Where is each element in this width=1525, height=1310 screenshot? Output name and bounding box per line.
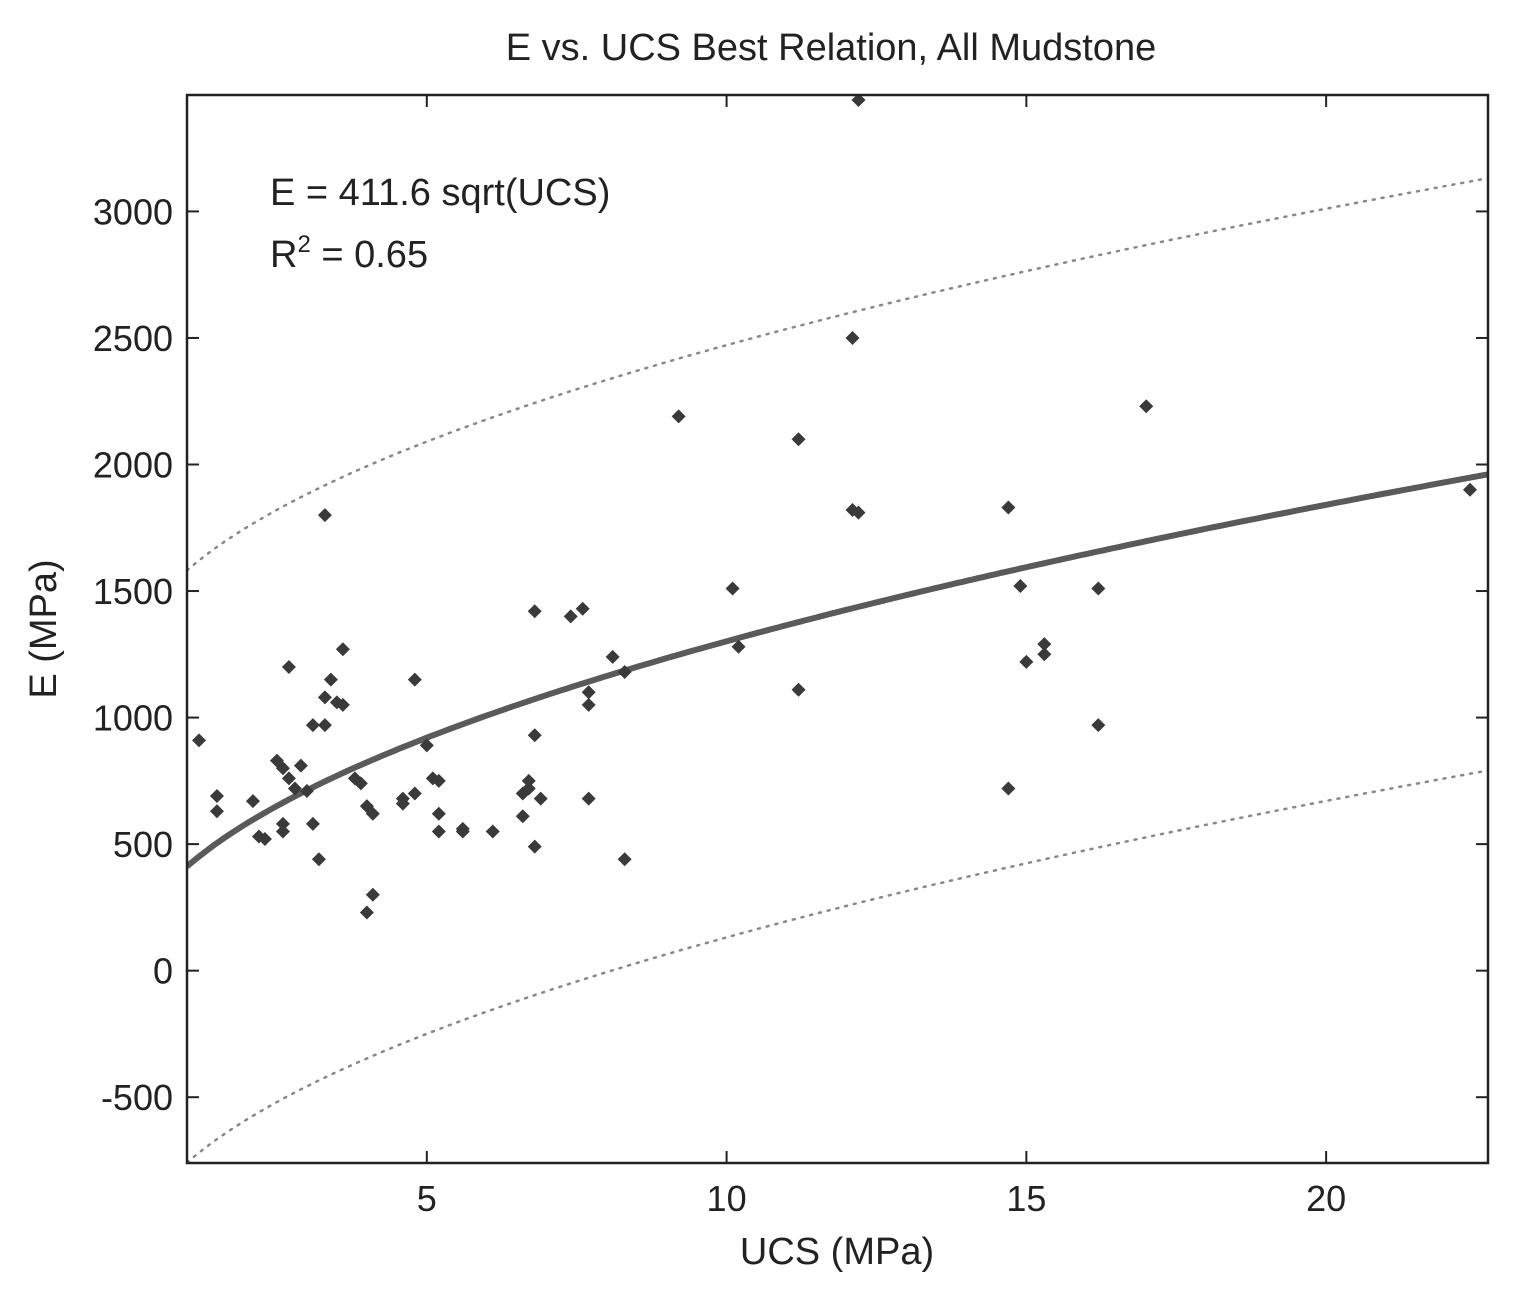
data-point xyxy=(527,728,542,743)
data-point xyxy=(485,824,500,839)
data-point xyxy=(851,505,866,520)
data-point xyxy=(1037,637,1052,652)
data-point xyxy=(521,773,536,788)
data-point xyxy=(365,806,380,821)
data-point xyxy=(455,824,470,839)
data-point xyxy=(605,649,620,664)
data-point xyxy=(275,824,290,839)
data-point xyxy=(317,718,332,733)
r-squared-value: = 0.65 xyxy=(311,234,428,276)
data-point xyxy=(359,905,374,920)
fit-curve xyxy=(187,471,1488,869)
data-point xyxy=(563,609,578,624)
x-axis-label: UCS (MPa) xyxy=(740,1231,934,1273)
data-point xyxy=(287,781,302,796)
data-point xyxy=(731,639,746,654)
axis-ticks: 5 10 15 20 -500 0 500 1000 1500 2000 2500 3000 xyxy=(93,95,1488,1219)
data-point xyxy=(335,642,350,657)
data-point xyxy=(407,786,422,801)
data-point xyxy=(575,601,590,616)
data-point xyxy=(317,508,332,523)
data-point xyxy=(725,581,740,596)
data-point xyxy=(299,783,314,798)
y-tick-label: 0 xyxy=(153,951,173,992)
data-point xyxy=(617,665,632,680)
data-point xyxy=(281,771,296,786)
data-point xyxy=(407,672,422,687)
data-point xyxy=(419,738,434,753)
data-point xyxy=(431,773,446,788)
y-tick-label: 500 xyxy=(113,824,173,865)
data-point xyxy=(1001,500,1016,515)
data-point xyxy=(1139,399,1154,414)
data-point xyxy=(365,887,380,902)
y-tick-label: 1500 xyxy=(93,571,173,612)
data-point xyxy=(1463,482,1478,497)
data-point xyxy=(431,806,446,821)
data-point xyxy=(1091,581,1106,596)
data-point xyxy=(1001,781,1016,796)
x-tick-label: 5 xyxy=(417,1178,437,1219)
x-tick-label: 15 xyxy=(1006,1178,1046,1219)
upper-bound-line xyxy=(187,177,1488,572)
data-point xyxy=(293,758,308,773)
data-point xyxy=(335,697,350,712)
plot-area xyxy=(187,95,1488,1163)
data-point xyxy=(395,791,410,806)
data-point xyxy=(1091,718,1106,733)
data-point xyxy=(581,791,596,806)
y-tick-label: 2000 xyxy=(93,444,173,485)
r-squared-prefix: R xyxy=(270,234,297,276)
data-point xyxy=(275,816,290,831)
lower-bound-line xyxy=(187,769,1488,1163)
data-point xyxy=(431,824,446,839)
chart-title: E vs. UCS Best Relation, All Mudstone xyxy=(506,27,1157,69)
x-tick-label: 10 xyxy=(707,1178,747,1219)
data-point xyxy=(791,432,806,447)
data-point xyxy=(581,697,596,712)
axes-frame xyxy=(185,93,1490,1165)
data-point xyxy=(305,718,320,733)
data-point xyxy=(533,791,548,806)
data-point xyxy=(311,852,326,867)
data-point xyxy=(275,761,290,776)
data-point xyxy=(257,832,272,847)
data-point xyxy=(581,685,596,700)
data-point xyxy=(305,816,320,831)
data-point xyxy=(353,776,368,791)
data-point xyxy=(671,409,686,424)
y-tick-label: -500 xyxy=(101,1077,173,1118)
data-point xyxy=(317,690,332,705)
data-point xyxy=(281,659,296,674)
data-point xyxy=(617,852,632,867)
equation-annotation: E = 411.6 sqrt(UCS) xyxy=(270,172,610,214)
x-tick-label: 20 xyxy=(1306,1178,1346,1219)
data-point xyxy=(209,804,224,819)
data-point xyxy=(1037,647,1052,662)
data-point xyxy=(245,794,260,809)
r-squared-exponent: 2 xyxy=(297,231,310,258)
data-point xyxy=(209,789,224,804)
data-point xyxy=(527,604,542,619)
r-squared-annotation: R2 = 0.65 xyxy=(270,231,428,276)
data-point xyxy=(845,330,860,345)
data-point xyxy=(521,781,536,796)
plot-content xyxy=(187,95,1488,1163)
data-point xyxy=(191,733,206,748)
data-point xyxy=(851,95,866,108)
data-point xyxy=(527,839,542,854)
data-point xyxy=(1013,578,1028,593)
data-point xyxy=(515,809,530,824)
y-tick-label: 3000 xyxy=(93,191,173,232)
data-point xyxy=(1019,654,1034,669)
y-tick-label: 2500 xyxy=(93,318,173,359)
y-axis-label: E (MPa) xyxy=(23,559,65,698)
data-point xyxy=(323,672,338,687)
y-tick-label: 1000 xyxy=(93,698,173,739)
data-point xyxy=(791,682,806,697)
